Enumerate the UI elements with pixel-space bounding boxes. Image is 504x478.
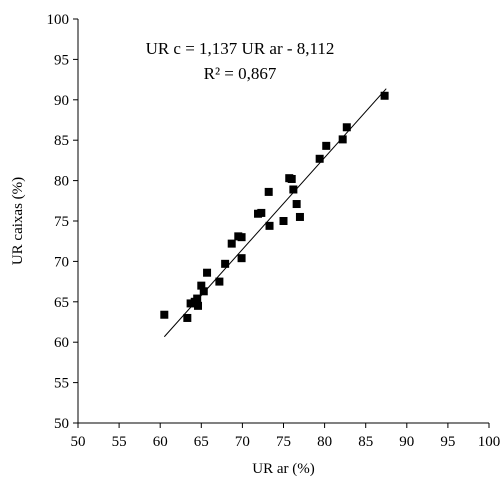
- data-point: [197, 281, 206, 290]
- x-tick-label: 70: [235, 434, 250, 450]
- data-point: [279, 217, 288, 225]
- data-point: [227, 239, 236, 248]
- data-point: [292, 200, 301, 209]
- y-tick-label: 75: [54, 214, 69, 230]
- y-tick-label: 95: [54, 52, 69, 68]
- data-point: [237, 233, 246, 242]
- x-tick-label: 60: [153, 434, 168, 450]
- x-tick-label: 90: [399, 434, 414, 450]
- data-point: [237, 254, 246, 263]
- y-tick-label: 50: [54, 416, 69, 432]
- data-point: [193, 294, 202, 303]
- x-tick-label: 50: [71, 434, 86, 450]
- plot-area: 50 55 60 65 70 75 80 85 90 95 100 50 55 60 65 70 75 80 85…: [47, 12, 501, 450]
- data-point: [264, 187, 273, 196]
- equation-annotation: UR c = 1,137 UR ar - 8,112: [146, 39, 335, 58]
- data-point: [183, 313, 192, 322]
- data-point: [338, 135, 347, 144]
- data-point: [287, 174, 296, 183]
- x-tick-label: 75: [276, 434, 291, 450]
- data-point: [199, 287, 208, 296]
- x-tick-label: 85: [358, 434, 373, 450]
- data-point: [186, 299, 195, 308]
- data-point: [295, 212, 304, 221]
- y-tick-label: 80: [54, 174, 69, 190]
- data-point: [380, 91, 389, 100]
- data-point: [289, 185, 298, 194]
- data-point: [221, 259, 230, 268]
- data-point: [215, 277, 224, 286]
- data-point: [315, 154, 324, 163]
- data-points: [160, 91, 389, 322]
- x-tick-label: 80: [317, 434, 332, 450]
- x-axis-label: UR ar (%): [252, 461, 314, 477]
- y-tick-label: 90: [54, 93, 69, 109]
- data-point: [160, 310, 169, 319]
- y-axis-ticks: 50 55 60 65 70 75 80 85 90 95 100: [47, 12, 78, 432]
- y-tick-label: 65: [54, 295, 69, 311]
- x-tick-label: 65: [194, 434, 209, 450]
- data-point: [342, 123, 351, 132]
- data-point: [194, 301, 203, 310]
- x-tick-label: 95: [440, 434, 455, 450]
- data-point: [203, 268, 212, 277]
- data-point: [257, 208, 266, 217]
- x-tick-label: 55: [112, 434, 127, 450]
- y-tick-label: 60: [54, 335, 69, 351]
- y-tick-label: 85: [54, 133, 69, 149]
- y-axis-label: UR caixas (%): [10, 177, 26, 265]
- y-tick-label: 70: [54, 254, 69, 270]
- y-tick-label: 55: [54, 376, 69, 392]
- data-point: [265, 221, 274, 230]
- r-squared-annotation: R² = 0,867: [204, 64, 277, 83]
- y-tick-label: 100: [47, 12, 70, 28]
- x-axis-ticks: 50 55 60 65 70 75 80 85 90 95 100: [71, 423, 501, 450]
- data-point: [322, 141, 331, 150]
- x-tick-label: 100: [478, 434, 501, 450]
